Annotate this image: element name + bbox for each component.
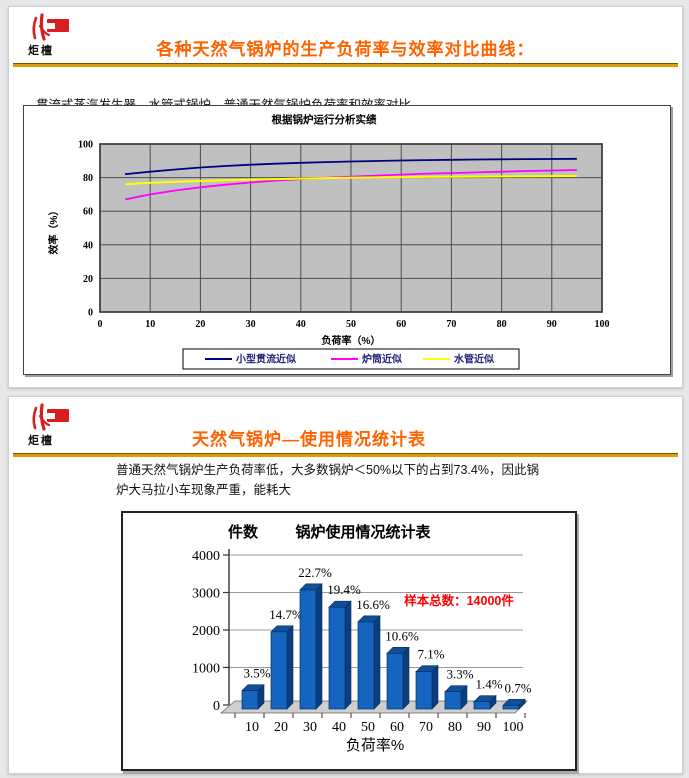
x-tick-label: 80 <box>448 720 462 735</box>
page-title-slide2: 天然气锅炉—使用情况统计表 <box>192 430 426 450</box>
x-tick-label: 100 <box>503 720 524 735</box>
bar <box>444 691 462 710</box>
usage-bar-chart: 件数 锅炉使用情况统计表 0 1000 2000 3000 4000 3.5% 14.7% 22.… <box>192 523 532 754</box>
bar-label: 3.5% <box>243 666 270 681</box>
bar <box>241 690 259 710</box>
x-axis-title: 负荷率（%） <box>322 334 381 347</box>
x-tick-label: 50 <box>346 319 356 330</box>
y-axis-title: 件数 <box>228 523 259 541</box>
y-tick-label: 1000 <box>192 662 220 677</box>
bar <box>502 704 520 710</box>
bar-side <box>431 665 439 710</box>
bar-chart-frame: 件数 锅炉使用情况统计表 0 1000 2000 3000 4000 3.5% 14.7% 22.… <box>121 511 577 771</box>
legend-label-2: 水管近似 <box>453 353 494 366</box>
bar <box>386 653 404 710</box>
x-tick-label: 20 <box>195 319 205 330</box>
legend-label-0: 小型贯流近似 <box>235 353 296 366</box>
logo-text: 炬檀 <box>28 435 54 447</box>
x-tick-label: 60 <box>396 319 406 330</box>
x-tick-label: 90 <box>477 720 491 735</box>
x-tick-label: 0 <box>98 319 103 330</box>
efficiency-line-chart: 根据锅炉运行分析实绩 0 10 20 30 40 50 60 70 80 90 100 0 20 40 60 8… <box>47 113 610 370</box>
torch-logo-icon <box>32 13 69 41</box>
bar <box>328 606 346 710</box>
slide-usage-statistics: 炬檀 天然气锅炉—使用情况统计表 普通天然气锅炉生产负荷率低，大多数锅炉＜50%… <box>8 396 683 774</box>
bar-label: 16.6% <box>356 597 390 612</box>
chart-title: 根据锅炉运行分析实绩 <box>272 113 377 126</box>
bar-label: 3.3% <box>446 667 473 682</box>
bar <box>299 589 317 710</box>
x-tick-label: 40 <box>332 720 346 735</box>
y-tick-label: 100 <box>78 140 93 151</box>
bar <box>357 621 375 710</box>
bar-label: 1.4% <box>475 677 502 692</box>
company-logo: 炬檀 <box>23 402 79 448</box>
bar-label: 0.7% <box>504 680 531 695</box>
y-tick-label: 40 <box>83 240 93 251</box>
x-tick-label: 70 <box>419 720 433 735</box>
bar-side <box>315 583 323 710</box>
x-tick-label: 60 <box>390 720 404 735</box>
y-tick-label: 0 <box>88 308 93 319</box>
bar-label: 10.6% <box>385 628 419 643</box>
x-tick-label: 40 <box>296 319 306 330</box>
torch-logo-icon <box>32 403 69 431</box>
x-tick-label: 50 <box>361 720 375 735</box>
bar-label: 22.7% <box>298 565 332 580</box>
bar-side <box>373 615 381 710</box>
slide2-body-text: 普通天然气锅炉生产负荷率低，大多数锅炉＜50%以下的占到73.4%，因此锅 炉大… <box>116 460 586 500</box>
bar <box>415 671 433 710</box>
bar-side <box>286 625 294 710</box>
slide-efficiency-curves: 炬檀 各种天然气锅炉的生产负荷率与效率对比曲线： 贯流式蒸汽发生器、水管式锅炉、… <box>8 6 683 388</box>
bar-label: 19.4% <box>327 582 361 597</box>
y-tick-label: 2000 <box>192 624 220 639</box>
x-tick-label: 10 <box>145 319 155 330</box>
legend-label-1: 炉筒近似 <box>362 353 402 366</box>
series-line-1 <box>124 169 577 201</box>
x-tick-label: 10 <box>245 720 259 735</box>
x-tick-label: 30 <box>246 319 256 330</box>
header-divider <box>13 453 678 457</box>
chart-title: 锅炉使用情况统计表 <box>295 523 431 541</box>
y-tick-label: 20 <box>83 274 93 285</box>
x-tick-label: 30 <box>303 720 317 735</box>
page-title-slide1: 各种天然气锅炉的生产负荷率与效率对比曲线： <box>156 40 535 60</box>
y-tick-label: 80 <box>83 173 93 184</box>
x-tick-label: 100 <box>595 319 610 330</box>
body-text-line1: 普通天然气锅炉生产负荷率低，大多数锅炉＜50%以下的占到73.4%，因此锅 <box>116 463 539 477</box>
header-divider <box>13 63 678 67</box>
bar-side <box>402 646 410 710</box>
body-text-line2: 炉大马拉小车现象严重，能耗大 <box>116 483 292 497</box>
line-chart-frame: 根据锅炉运行分析实绩 0 10 20 30 40 50 60 70 80 90 100 0 20 40 60 8… <box>23 105 671 375</box>
y-tick-label: 60 <box>83 207 93 218</box>
y-tick-label: 4000 <box>192 549 220 564</box>
bar <box>473 701 491 710</box>
bar-label: 14.7% <box>269 607 303 622</box>
y-axis-title: 效率（%） <box>47 206 60 255</box>
plot-border <box>99 143 603 313</box>
bar <box>270 631 288 710</box>
x-axis-title: 负荷率% <box>346 737 404 754</box>
logo-text: 炬檀 <box>28 45 54 57</box>
x-tick-label: 90 <box>547 319 557 330</box>
bar-label: 7.1% <box>417 647 444 662</box>
series-line-2 <box>125 174 577 186</box>
x-tick-label: 70 <box>446 319 456 330</box>
bar-side <box>344 600 352 710</box>
x-tick-label: 20 <box>274 720 288 735</box>
sample-size-annotation: 样本总数：14000件 <box>404 593 514 608</box>
company-logo: 炬檀 <box>23 12 79 58</box>
y-tick-label: 0 <box>213 699 220 714</box>
x-tick-label: 80 <box>497 319 507 330</box>
series-line-0 <box>125 157 577 176</box>
y-tick-label: 3000 <box>192 587 220 602</box>
